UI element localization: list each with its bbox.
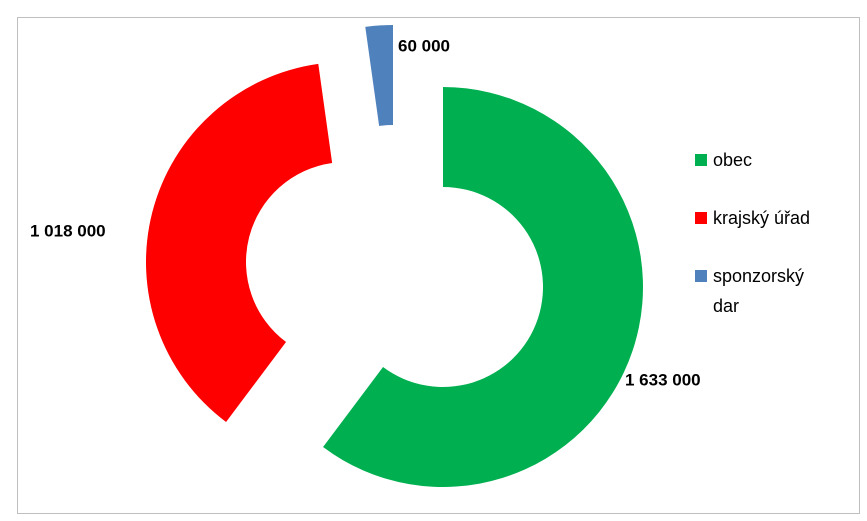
legend-item: obec (695, 145, 855, 175)
data-label: 60 000 (398, 36, 450, 55)
legend-swatch (695, 270, 707, 282)
legend: obec krajský úřad sponzorský dar (695, 145, 855, 349)
doughnut-slice (365, 25, 393, 126)
legend-swatch (695, 154, 707, 166)
legend-item: krajský úřad (695, 203, 855, 233)
legend-item: sponzorský dar (695, 261, 855, 321)
doughnut-slice (323, 87, 643, 487)
legend-swatch (695, 212, 707, 224)
data-label: 1 633 000 (625, 370, 701, 389)
data-label: 1 018 000 (30, 221, 106, 240)
legend-label: sponzorský dar (713, 266, 805, 316)
legend-label: obec (713, 150, 753, 170)
doughnut-slice (146, 63, 333, 423)
legend-label: krajský úřad (713, 208, 811, 228)
